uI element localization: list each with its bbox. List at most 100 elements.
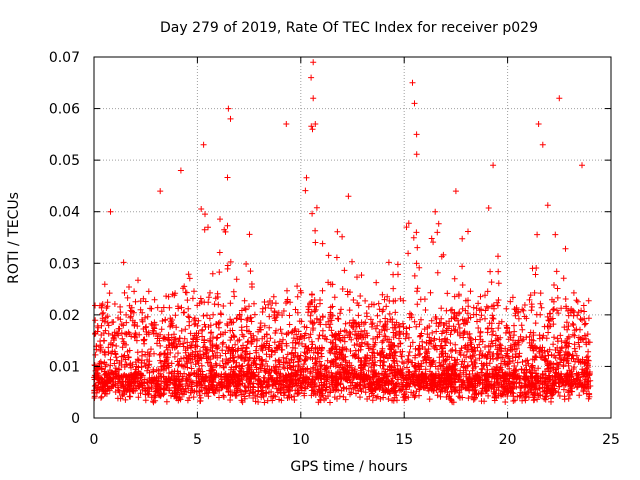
data-point — [348, 389, 355, 396]
data-point — [293, 382, 300, 389]
data-point — [507, 346, 514, 353]
data-point — [548, 389, 555, 396]
data-point — [365, 345, 372, 352]
data-point — [581, 332, 588, 339]
data-point — [485, 205, 492, 211]
data-point — [175, 370, 182, 377]
data-point — [197, 348, 203, 355]
data-point — [354, 341, 360, 347]
data-point — [289, 383, 296, 390]
data-point — [464, 348, 470, 355]
data-point — [277, 370, 284, 377]
data-point — [350, 297, 357, 303]
data-point — [558, 305, 565, 312]
data-point — [138, 372, 145, 379]
data-point — [147, 305, 154, 312]
data-point — [154, 388, 161, 395]
data-point — [537, 290, 544, 297]
data-point — [552, 231, 559, 238]
data-point — [303, 355, 310, 362]
data-point — [117, 316, 124, 323]
data-point — [255, 387, 262, 394]
data-point — [456, 389, 463, 396]
data-point — [585, 297, 592, 304]
data-point — [553, 268, 560, 275]
data-point — [109, 332, 116, 338]
data-point — [384, 326, 390, 333]
data-point — [466, 377, 473, 383]
data-point — [422, 307, 429, 313]
data-point — [217, 380, 224, 387]
data-point — [449, 399, 456, 406]
data-point — [122, 330, 129, 337]
data-point — [530, 332, 537, 339]
data-point — [462, 342, 469, 349]
data-point — [350, 317, 357, 324]
data-point — [180, 343, 187, 350]
data-point — [463, 319, 470, 325]
data-point — [341, 327, 348, 334]
data-point — [401, 390, 408, 397]
data-point — [131, 288, 138, 295]
data-point — [191, 321, 198, 328]
data-point — [337, 328, 344, 335]
data-point — [498, 318, 505, 325]
data-point — [218, 311, 225, 318]
data-point — [406, 324, 413, 331]
data-point — [165, 370, 172, 376]
data-point — [259, 309, 266, 315]
data-point — [347, 379, 354, 386]
axis-ticks — [93, 56, 612, 419]
data-point — [446, 393, 453, 400]
data-point — [443, 385, 449, 392]
data-point — [450, 314, 457, 320]
data-point — [286, 312, 293, 319]
data-point — [532, 375, 539, 382]
data-point — [426, 334, 433, 341]
data-point — [375, 300, 382, 307]
data-point — [377, 357, 384, 364]
data-point — [465, 395, 472, 402]
data-point — [411, 100, 418, 107]
data-point — [423, 349, 430, 356]
data-point — [459, 316, 466, 323]
data-point — [120, 322, 127, 329]
data-point — [163, 375, 170, 382]
data-point — [432, 342, 439, 349]
data-point — [548, 316, 554, 323]
data-point — [389, 342, 396, 349]
data-point — [303, 174, 310, 181]
data-point — [483, 362, 490, 369]
data-point — [503, 305, 510, 312]
data-point — [576, 343, 583, 350]
data-point — [337, 362, 344, 368]
data-point — [482, 315, 488, 322]
data-point — [338, 375, 344, 381]
data-point — [241, 297, 248, 304]
data-point — [329, 346, 335, 353]
data-point — [498, 382, 505, 389]
data-point — [373, 279, 380, 286]
data-point — [223, 385, 230, 392]
data-point — [213, 384, 220, 391]
data-point — [431, 337, 437, 344]
data-point — [146, 353, 153, 359]
data-point — [102, 314, 109, 321]
data-point — [214, 294, 221, 300]
data-point — [224, 222, 231, 229]
data-point — [236, 362, 243, 369]
data-point — [502, 391, 509, 398]
data-point — [291, 327, 298, 334]
data-point — [309, 291, 315, 298]
data-point — [374, 322, 381, 329]
data-point — [328, 379, 335, 386]
data-point — [438, 315, 445, 322]
data-point — [348, 322, 355, 329]
data-point — [238, 366, 245, 372]
data-point — [415, 345, 422, 352]
data-point — [369, 397, 376, 404]
data-point — [434, 229, 441, 236]
data-point — [162, 317, 169, 324]
data-point — [240, 371, 247, 378]
y-tick-label: 0.06 — [49, 102, 80, 118]
